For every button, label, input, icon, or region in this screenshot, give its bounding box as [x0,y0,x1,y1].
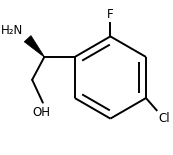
Text: H₂N: H₂N [1,24,23,37]
Text: F: F [107,8,114,21]
Text: Cl: Cl [158,112,170,125]
Polygon shape [24,36,44,57]
Text: OH: OH [32,106,50,119]
